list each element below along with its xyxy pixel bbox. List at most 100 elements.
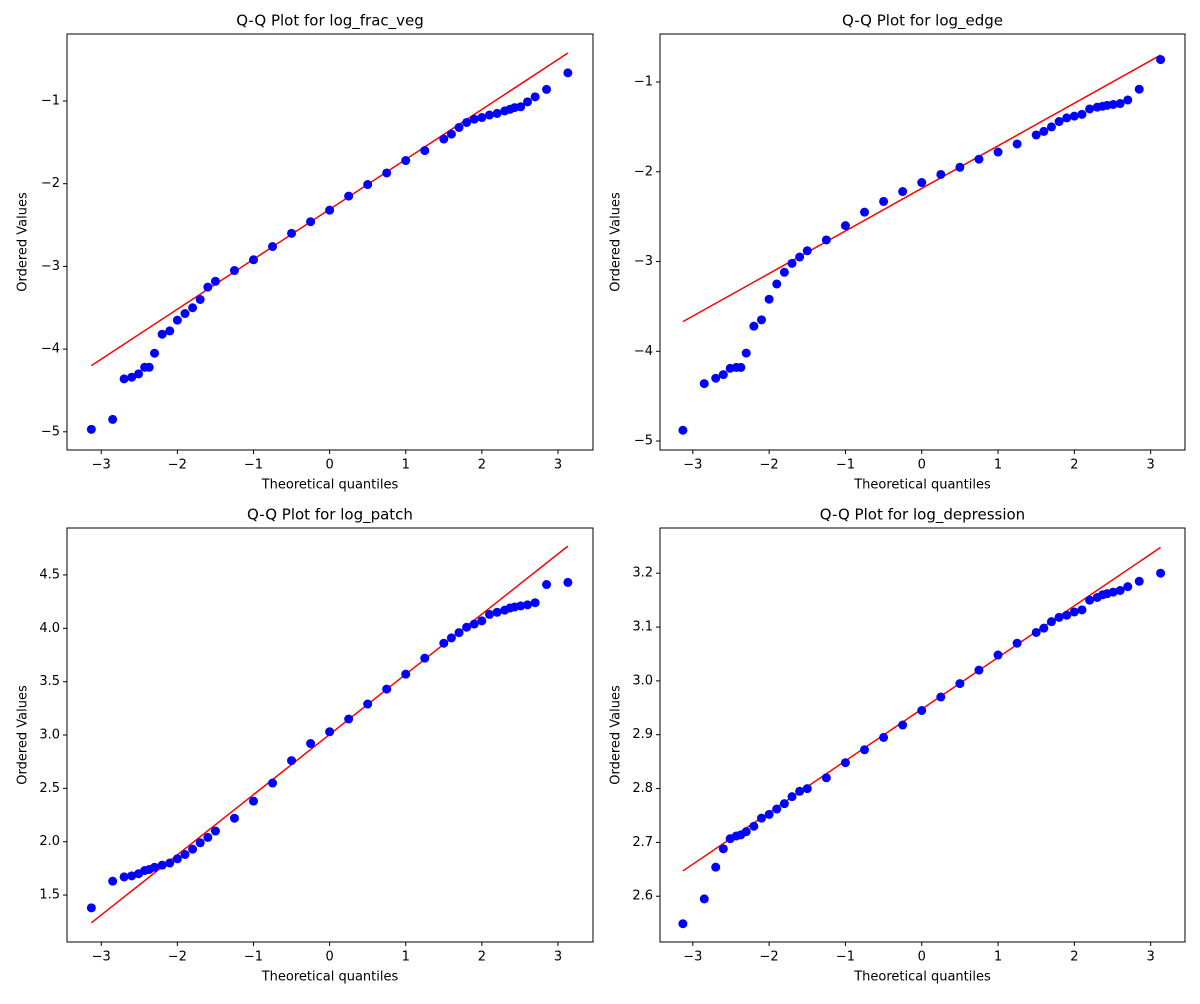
point — [477, 113, 487, 123]
point — [974, 665, 984, 675]
point — [1085, 104, 1095, 114]
point — [86, 424, 96, 434]
y-tick-label: −4 — [634, 344, 653, 359]
point — [787, 258, 797, 268]
point — [1012, 638, 1022, 648]
point — [879, 196, 889, 206]
point — [860, 207, 870, 217]
point — [86, 903, 96, 913]
point — [248, 796, 258, 806]
point — [821, 773, 831, 783]
point — [879, 732, 889, 742]
point — [1156, 568, 1166, 578]
x-tick-label: 3 — [1147, 950, 1155, 965]
y-tick-label: −3 — [41, 259, 60, 274]
point — [188, 844, 198, 854]
point — [134, 369, 144, 379]
point — [484, 609, 494, 619]
x-tick-label: 0 — [325, 950, 333, 965]
point — [150, 862, 160, 872]
y-axis-label: Ordered Values — [609, 192, 624, 292]
point — [1054, 117, 1064, 127]
axes-frame — [66, 527, 594, 943]
point — [325, 205, 335, 215]
point — [516, 102, 526, 112]
point — [1069, 111, 1079, 121]
point — [439, 638, 449, 648]
point — [779, 799, 789, 809]
point — [344, 191, 354, 201]
x-tick-label: −3 — [92, 950, 111, 965]
point — [172, 315, 182, 325]
point — [711, 373, 721, 383]
point — [401, 669, 411, 679]
y-tick-label: −2 — [634, 164, 653, 179]
point — [802, 246, 812, 256]
point — [1123, 95, 1133, 105]
point — [1039, 623, 1049, 633]
point — [306, 217, 316, 227]
point — [165, 326, 175, 336]
subplot: Q-Q Plot for log_frac_veg Theoretical qua… — [16, 12, 594, 493]
y-axis-label: Ordered Values — [609, 685, 624, 785]
point — [1062, 610, 1072, 620]
point — [1077, 109, 1087, 119]
axes-frame — [66, 33, 594, 451]
y-axis-label: Ordered Values — [16, 192, 31, 292]
point — [127, 372, 137, 382]
point — [955, 162, 965, 172]
y-tick-label: −1 — [41, 93, 60, 108]
point — [454, 122, 464, 132]
x-tick-label: −3 — [92, 458, 111, 473]
y-tick-label: 2.5 — [39, 781, 60, 796]
subplot-title: Q-Q Plot for log_edge — [842, 12, 1003, 31]
x-tick-label: 3 — [1147, 458, 1155, 473]
point — [711, 862, 721, 872]
point — [530, 92, 540, 102]
point — [795, 786, 805, 796]
point — [268, 242, 278, 252]
x-axis-label: Theoretical quantiles — [853, 970, 991, 985]
point — [172, 854, 182, 864]
point — [1046, 122, 1056, 132]
point — [1077, 605, 1087, 615]
x-tick-label: 0 — [918, 458, 926, 473]
point — [363, 699, 373, 709]
point — [1062, 113, 1072, 123]
y-tick-label: 2.9 — [632, 727, 653, 742]
point — [741, 827, 751, 837]
point — [974, 154, 984, 164]
x-tick-label: 2 — [1070, 950, 1078, 965]
point — [860, 745, 870, 755]
point — [1108, 587, 1118, 597]
point — [779, 267, 789, 277]
subplot: Q-Q Plot for log_edge Theoretical quantil… — [609, 12, 1186, 493]
y-tick-label: 3.0 — [632, 673, 653, 688]
point — [401, 156, 411, 166]
y-tick-label: −3 — [634, 254, 653, 269]
point — [1039, 126, 1049, 136]
point — [477, 616, 487, 626]
x-tick-label: −1 — [244, 950, 263, 965]
point — [268, 778, 278, 788]
y-tick-label: 2.0 — [39, 834, 60, 849]
point — [108, 414, 118, 424]
x-axis-label: Theoretical quantiles — [853, 478, 991, 493]
point — [516, 601, 526, 611]
point — [699, 894, 709, 904]
x-tick-label: 0 — [325, 458, 333, 473]
point — [420, 653, 430, 663]
point — [306, 739, 316, 749]
point — [1115, 585, 1125, 595]
point — [772, 804, 782, 814]
point — [917, 706, 927, 716]
point — [180, 850, 190, 860]
point — [1069, 607, 1079, 617]
point — [127, 871, 137, 881]
point — [469, 619, 479, 629]
x-tick-label: −2 — [168, 950, 187, 965]
point — [563, 68, 573, 78]
y-tick-label: −2 — [41, 176, 60, 191]
point — [248, 255, 258, 265]
point — [1156, 55, 1166, 65]
